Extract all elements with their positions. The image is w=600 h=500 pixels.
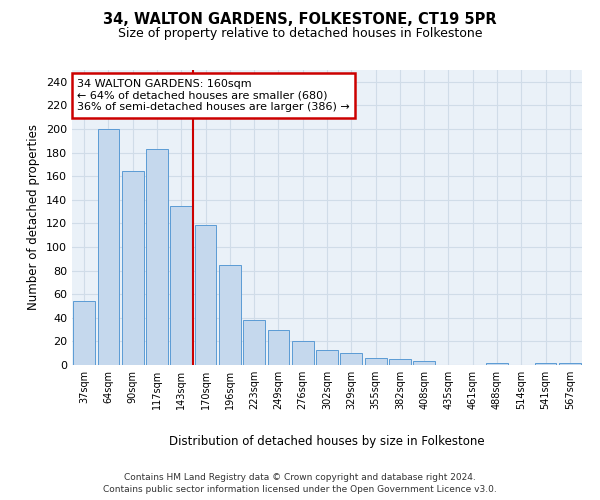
Bar	[340, 353, 362, 365]
Bar	[268, 330, 289, 365]
Bar	[146, 149, 168, 365]
Bar	[389, 359, 411, 365]
Bar	[243, 320, 265, 365]
Bar	[73, 302, 95, 365]
Bar	[292, 342, 314, 365]
Text: Contains public sector information licensed under the Open Government Licence v3: Contains public sector information licen…	[103, 485, 497, 494]
Text: 34 WALTON GARDENS: 160sqm
← 64% of detached houses are smaller (680)
36% of semi: 34 WALTON GARDENS: 160sqm ← 64% of detac…	[77, 79, 350, 112]
Bar	[219, 264, 241, 365]
Bar	[122, 172, 143, 365]
Bar	[97, 129, 119, 365]
Bar	[170, 206, 192, 365]
Text: Size of property relative to detached houses in Folkestone: Size of property relative to detached ho…	[118, 28, 482, 40]
Bar	[559, 362, 581, 365]
Text: Contains HM Land Registry data © Crown copyright and database right 2024.: Contains HM Land Registry data © Crown c…	[124, 472, 476, 482]
Bar	[194, 224, 217, 365]
Y-axis label: Number of detached properties: Number of detached properties	[28, 124, 40, 310]
Text: Distribution of detached houses by size in Folkestone: Distribution of detached houses by size …	[169, 435, 485, 448]
Bar	[413, 362, 435, 365]
Text: 34, WALTON GARDENS, FOLKESTONE, CT19 5PR: 34, WALTON GARDENS, FOLKESTONE, CT19 5PR	[103, 12, 497, 28]
Bar	[486, 362, 508, 365]
Bar	[316, 350, 338, 365]
Bar	[535, 362, 556, 365]
Bar	[365, 358, 386, 365]
